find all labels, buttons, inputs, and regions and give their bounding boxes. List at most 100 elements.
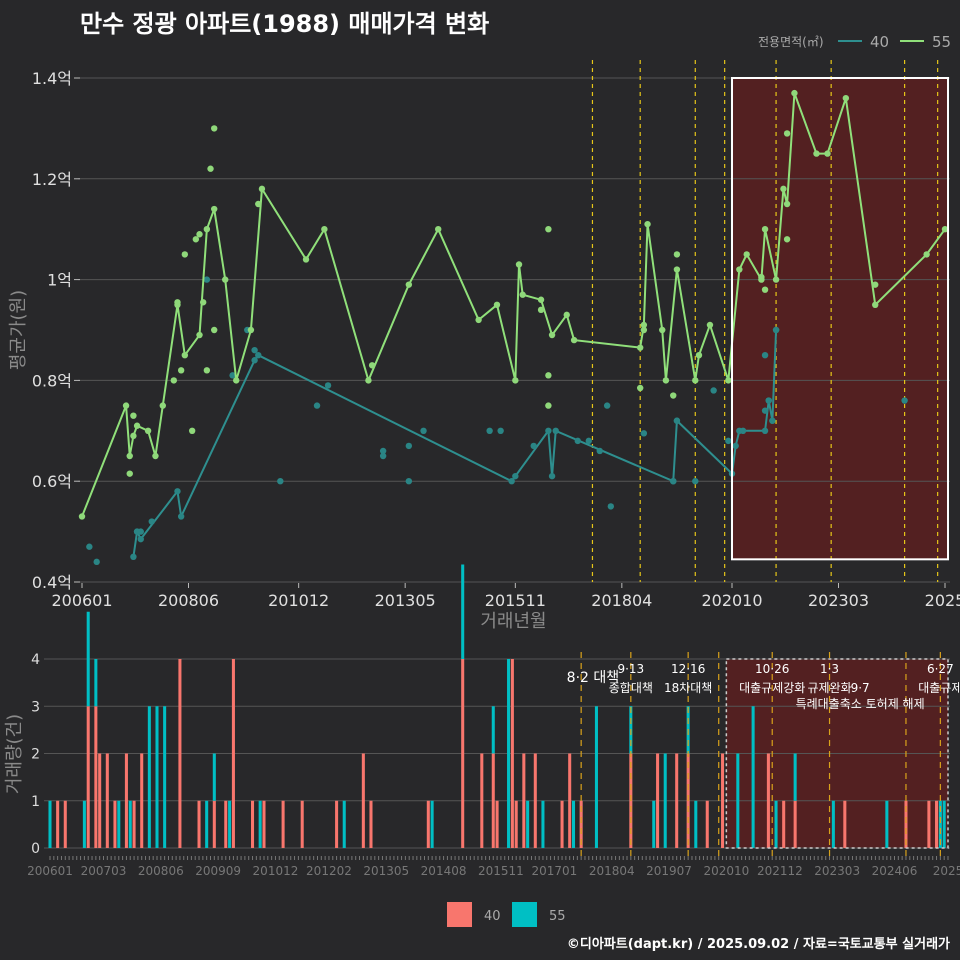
series-55-point — [640, 321, 648, 329]
series-55-point — [435, 226, 442, 233]
series-40-point — [673, 417, 681, 424]
volume-bar-40 — [140, 753, 144, 848]
series-55-point — [659, 326, 666, 334]
volume-bar-55 — [526, 800, 530, 848]
highlight-outline — [731, 77, 950, 561]
series-55-point — [695, 352, 703, 359]
volume-y-tick-label: 4 — [31, 652, 40, 668]
volume-bar-40 — [927, 800, 931, 848]
x-tick-label: 200601 — [51, 591, 112, 610]
volume-x-tick-label: 201012 — [253, 864, 299, 878]
series-55-point — [644, 220, 651, 228]
volume-bar-40 — [262, 800, 266, 848]
volume-x-tick-label: 202406 — [872, 864, 918, 878]
series-40-point — [640, 430, 648, 437]
legend-label-40: 40 — [870, 33, 889, 51]
series-40-point — [574, 437, 581, 445]
series-55-point — [133, 422, 141, 429]
volume-bar-40 — [675, 753, 679, 848]
series-55-point — [923, 251, 930, 258]
volume-bar-40 — [426, 800, 430, 848]
series-40-point — [761, 352, 769, 359]
series-40-point — [530, 442, 537, 450]
volume-bar-55 — [594, 706, 598, 848]
legend-swatch-55-bar — [512, 902, 537, 927]
volume-bar-40 — [766, 753, 770, 848]
series-40-point — [379, 447, 387, 455]
series-55-point — [122, 402, 130, 409]
volume-bar-40 — [251, 800, 255, 848]
volume-bar-55 — [228, 800, 232, 848]
series-40-point — [901, 397, 908, 404]
volume-bar-55 — [938, 800, 942, 848]
series-40-point — [405, 478, 413, 485]
volume-bar-40 — [224, 800, 228, 848]
volume-bar-40 — [793, 800, 797, 848]
series-40-point — [324, 382, 332, 389]
series-55-point — [78, 513, 86, 520]
series-55-point — [636, 344, 644, 351]
series-40-point — [769, 417, 776, 424]
x-tick-label: 202010 — [701, 591, 762, 610]
series-55-point — [258, 185, 266, 193]
x-tick-label: 201012 — [268, 591, 329, 610]
chart-title: 만수 정광 아파트(1988) 매매가격 변화 — [80, 10, 490, 38]
volume-bar-40 — [63, 800, 67, 848]
y-tick-label: 1억 — [47, 271, 72, 290]
series-40-point — [552, 427, 559, 434]
volume-x-tick-label: 201701 — [532, 864, 578, 878]
volume-bar-40 — [579, 800, 583, 848]
series-40-point — [497, 427, 504, 434]
volume-bar-40 — [514, 800, 518, 848]
volume-bar-55 — [793, 753, 797, 801]
volume-y-tick-label: 0 — [31, 841, 40, 857]
series-40-point — [93, 558, 100, 566]
series-55-point — [188, 427, 196, 434]
x-tick-label: 201511 — [485, 591, 546, 610]
series-55-point — [872, 301, 879, 308]
policy-annotation: 12·16 — [671, 662, 705, 676]
volume-bar-40 — [132, 800, 136, 848]
series-55-point — [548, 331, 556, 339]
series-40-point — [772, 326, 780, 334]
legend-label-55-bar: 55 — [549, 909, 566, 924]
x-tick-label: 201804 — [591, 591, 652, 610]
volume-bar-40 — [361, 753, 365, 848]
series-55-point — [152, 452, 159, 460]
series-55-point — [537, 306, 545, 314]
series-55-point — [196, 231, 203, 238]
x-tick-label: 201305 — [375, 591, 436, 610]
volume-bar-55 — [82, 800, 86, 848]
series-55-point — [365, 377, 372, 384]
volume-bar-55 — [205, 800, 209, 848]
series-55-point — [493, 301, 501, 308]
series-55-point — [761, 226, 769, 233]
series-55-point — [537, 296, 545, 303]
volume-bar-55 — [461, 564, 465, 659]
volume-bar-55 — [736, 753, 740, 848]
volume-bar-40 — [491, 753, 495, 848]
policy-annotation: 대출규제강화 — [739, 681, 805, 695]
series-55-point — [247, 326, 255, 334]
volume-bar-55 — [48, 800, 52, 848]
series-40-point — [736, 427, 743, 434]
series-55-point — [174, 301, 181, 308]
volume-x-tick-label: 201305 — [363, 864, 409, 878]
volume-bar-55 — [571, 800, 576, 848]
volume-bar-40 — [335, 800, 339, 848]
series-55-point — [130, 412, 137, 419]
series-55-point — [636, 384, 644, 392]
series-40-point — [86, 543, 93, 550]
volume-bar-55 — [541, 800, 545, 848]
series-55-point — [192, 236, 200, 243]
volume-bar-55 — [258, 800, 262, 848]
volume-bar-40 — [300, 800, 304, 848]
volume-bar-40 — [480, 753, 484, 848]
volume-y-axis-title: 거래량(건) — [4, 714, 25, 794]
series-40-point — [508, 478, 515, 485]
volume-x-tick-label: 202010 — [703, 864, 749, 878]
series-55-point — [545, 226, 552, 233]
series-55-point — [159, 402, 166, 409]
series-55-point — [199, 299, 207, 306]
